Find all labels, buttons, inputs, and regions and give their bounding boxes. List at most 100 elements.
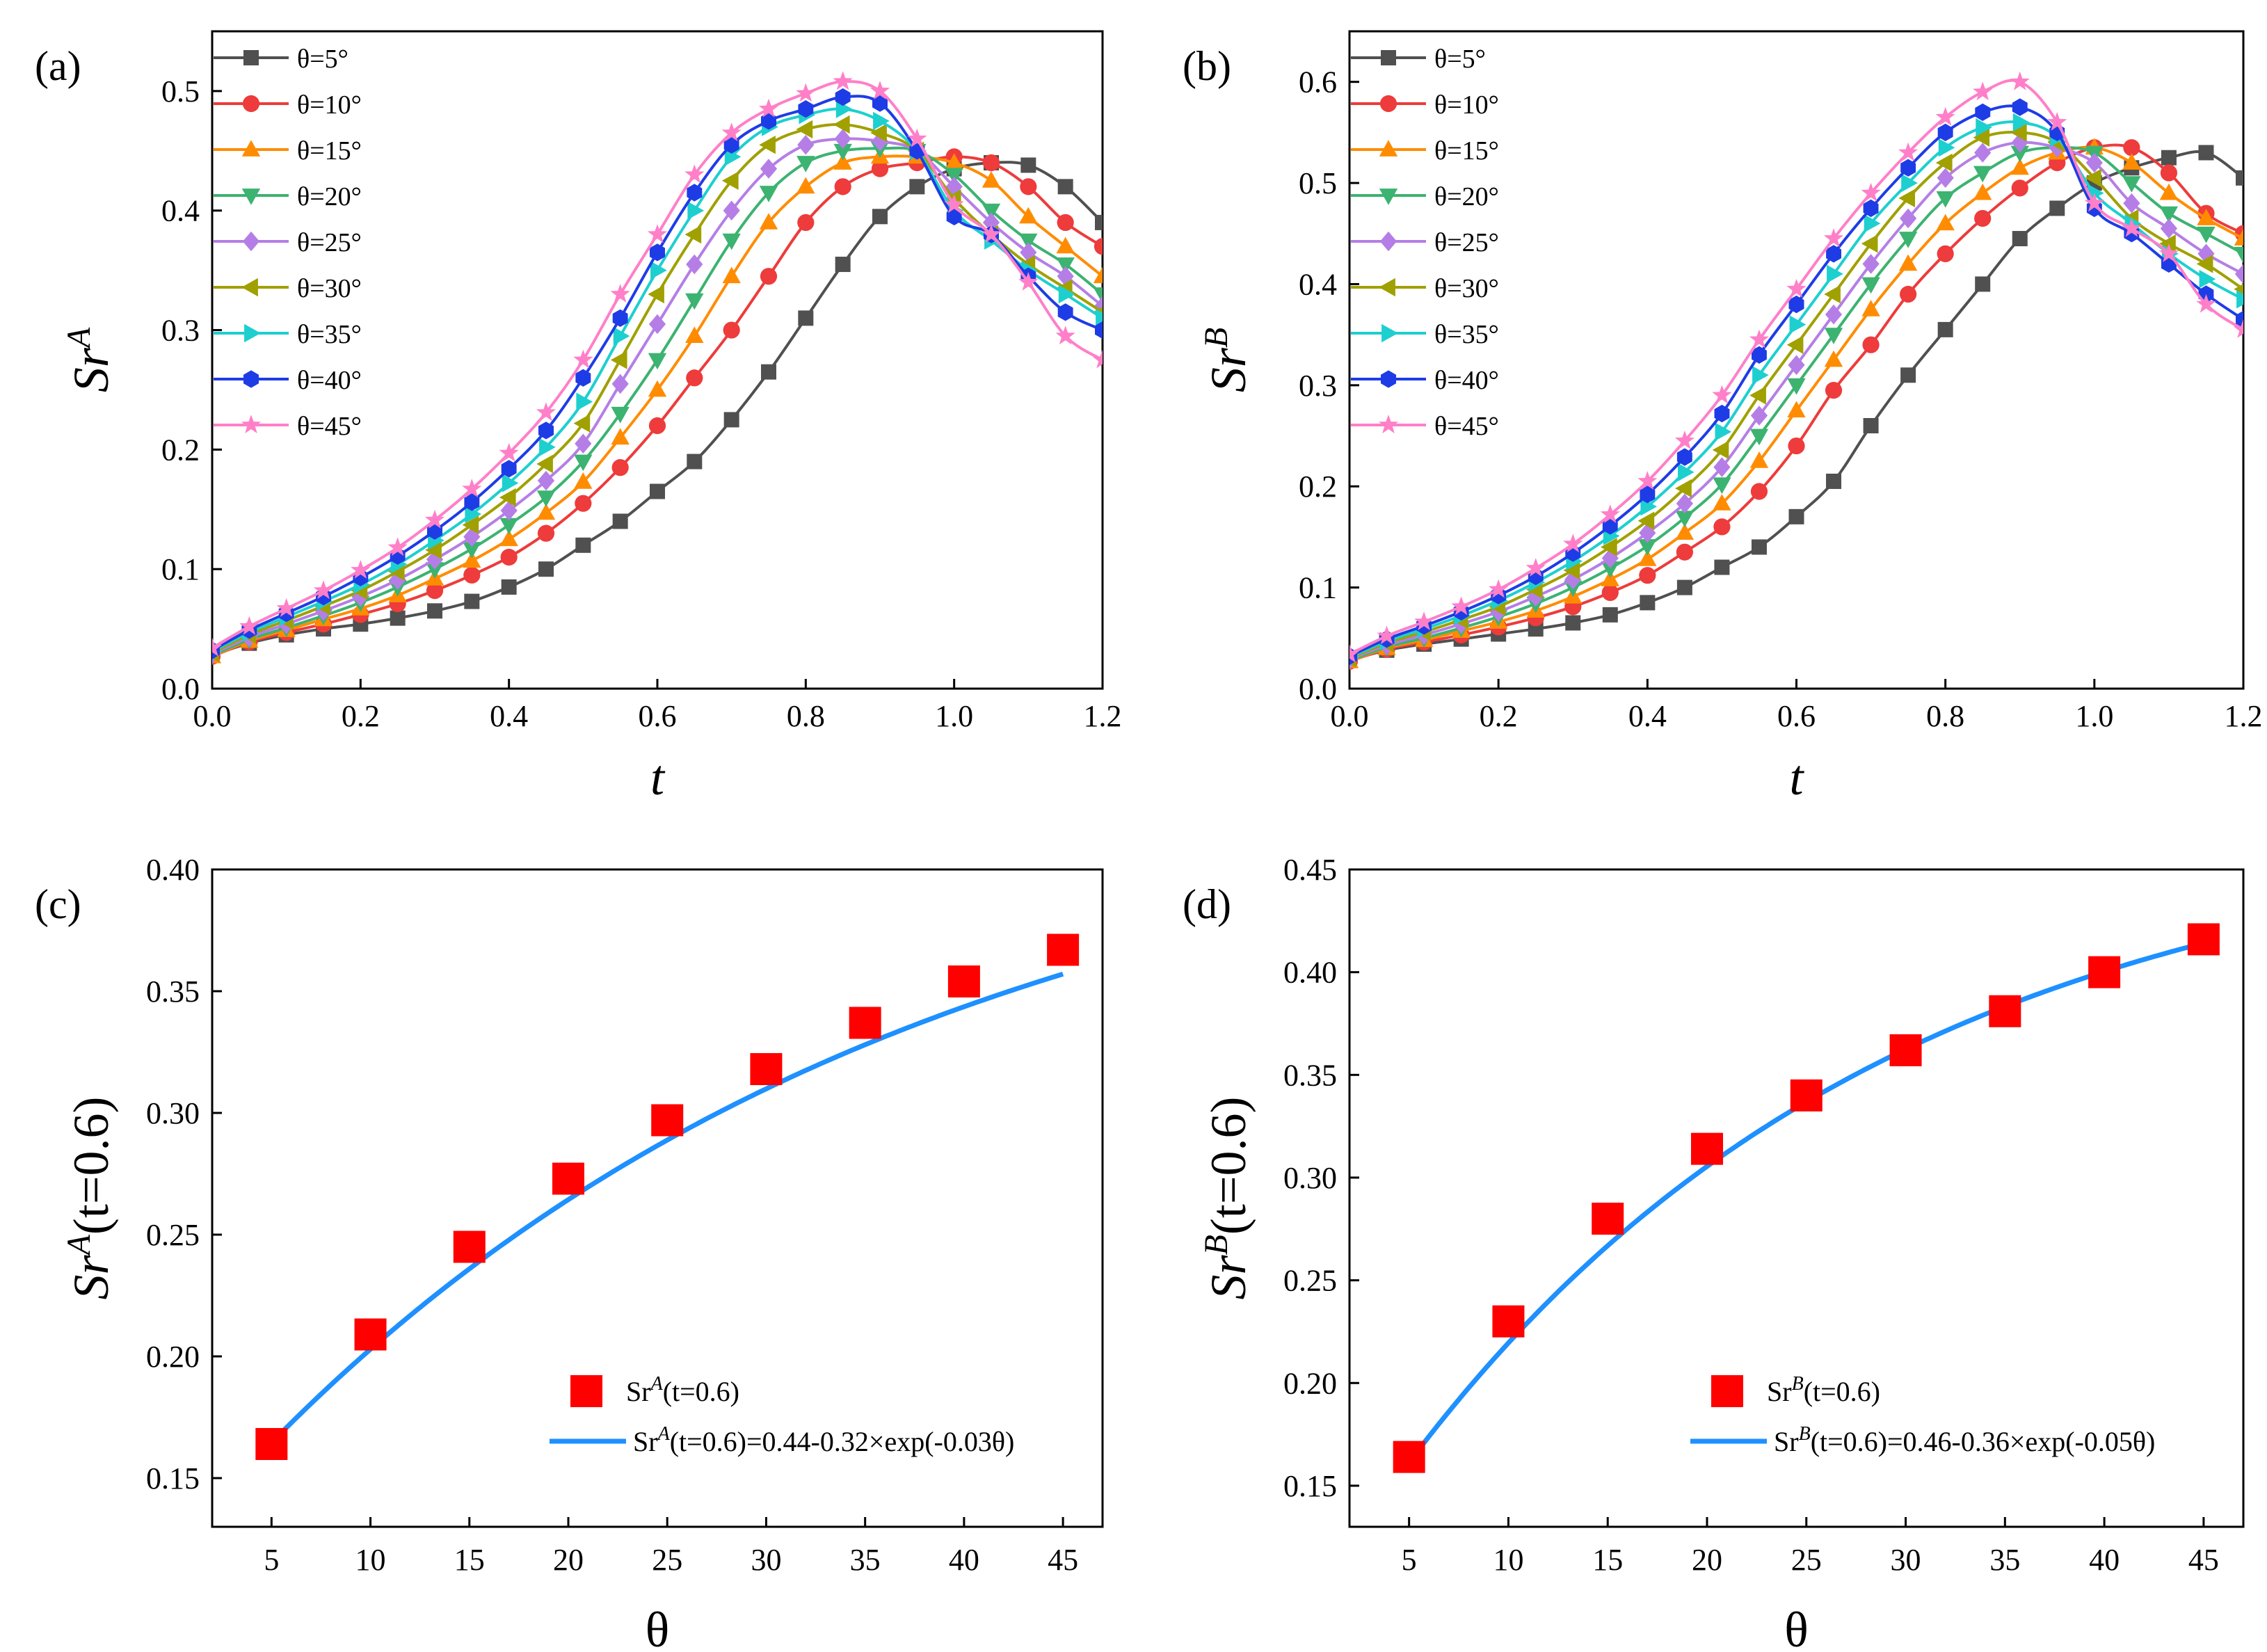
x-tick-label: 0.0 xyxy=(193,699,232,733)
x-tick-label: 10 xyxy=(1493,1543,1523,1577)
data-point xyxy=(1414,611,1434,631)
data-point xyxy=(2187,923,2220,956)
data-point xyxy=(427,603,442,619)
y-tick-label: 0.2 xyxy=(1299,470,1337,504)
data-point xyxy=(425,540,442,559)
data-point xyxy=(1900,159,1916,177)
data-point xyxy=(1861,300,1880,316)
data-point xyxy=(796,83,816,102)
data-point xyxy=(1714,559,1730,575)
data-point xyxy=(465,504,482,524)
data-point xyxy=(909,179,925,195)
y-tick-label: 0.35 xyxy=(146,975,200,1009)
data-point xyxy=(1976,118,1992,137)
data-point xyxy=(1752,346,1767,364)
x-tick-label: 0.4 xyxy=(1628,699,1667,733)
legend-label: θ=10° xyxy=(1434,90,1499,120)
legend-label: θ=25° xyxy=(1434,228,1499,257)
data-point xyxy=(798,100,814,118)
data-point xyxy=(1790,1079,1823,1112)
data-point xyxy=(1973,166,1992,183)
data-point xyxy=(462,515,479,534)
data-point xyxy=(354,1318,387,1351)
legend-marker xyxy=(1379,231,1397,252)
data-point xyxy=(833,71,853,90)
data-point xyxy=(1864,214,1881,233)
legend-marker xyxy=(241,140,261,157)
legend-marker xyxy=(1381,323,1398,343)
legend-label: θ=40° xyxy=(1434,366,1499,395)
data-point xyxy=(871,131,889,152)
data-point xyxy=(1786,278,1807,298)
data-point xyxy=(723,412,739,428)
data-point xyxy=(1937,168,1954,189)
legend: SrB(t=0.6) SrB(t=0.6)=0.46-0.36×exp(-0.05… xyxy=(1690,1373,2155,1457)
x-tick-label: 0.6 xyxy=(1777,699,1816,733)
legend-marker xyxy=(242,231,260,252)
data-point xyxy=(685,326,704,343)
data-point xyxy=(1889,1034,1922,1066)
data-point xyxy=(499,442,519,462)
panel-label: (b) xyxy=(1183,43,1231,89)
data-point xyxy=(870,123,887,143)
data-point xyxy=(536,454,553,474)
data-point xyxy=(1788,295,1804,314)
x-tick-label: 40 xyxy=(2089,1543,2120,1577)
y-tick-label: 0.3 xyxy=(1299,369,1337,403)
data-point xyxy=(1713,457,1731,477)
data-point xyxy=(945,168,963,184)
data-point xyxy=(1565,615,1581,631)
data-point xyxy=(2085,168,2101,187)
data-point xyxy=(833,153,852,170)
y-tick-label: 0.20 xyxy=(146,1340,200,1374)
data-point xyxy=(2197,209,2216,225)
data-point xyxy=(464,593,480,609)
data-point xyxy=(576,392,593,411)
legend-label: θ=40° xyxy=(297,366,362,395)
data-point xyxy=(1349,643,1360,663)
data-point xyxy=(255,1428,288,1460)
data-point xyxy=(611,428,630,445)
data-point xyxy=(1900,208,1917,229)
legend-marker xyxy=(1379,95,1397,113)
data-point xyxy=(2233,319,2243,338)
data-point xyxy=(1020,178,1037,195)
data-point xyxy=(536,490,556,507)
legend-label: θ=45° xyxy=(297,412,362,441)
data-point xyxy=(2158,243,2179,262)
data-point xyxy=(1974,209,1992,227)
data-point xyxy=(2236,310,2243,328)
data-point xyxy=(1823,228,1844,248)
legend-marker xyxy=(243,50,259,65)
data-point xyxy=(1898,142,1918,161)
data-point xyxy=(2234,284,2243,295)
data-point xyxy=(648,380,667,397)
data-point xyxy=(1691,1132,1723,1165)
data-point xyxy=(1674,431,1695,449)
data-point xyxy=(538,422,554,440)
data-point xyxy=(610,351,627,369)
data-point xyxy=(1377,625,1397,645)
data-point xyxy=(575,433,592,454)
y-tick-label: 0.40 xyxy=(1283,956,1337,990)
y-tick-label: 0.1 xyxy=(1299,571,1337,605)
data-point xyxy=(1824,328,1843,344)
data-point xyxy=(870,81,890,99)
data-point xyxy=(872,94,888,112)
data-point xyxy=(612,513,628,529)
data-point xyxy=(500,548,518,566)
data-point xyxy=(982,154,1000,172)
data-point xyxy=(686,254,703,275)
y-tick-label: 0.2 xyxy=(161,433,200,467)
data-point xyxy=(2159,183,2179,200)
plot-area xyxy=(1349,71,2243,670)
legend-marker xyxy=(241,278,258,297)
x-tick-label: 20 xyxy=(1692,1543,1722,1577)
data-point xyxy=(1898,189,1915,208)
data-point xyxy=(796,156,815,173)
y-tick-label: 0.4 xyxy=(161,194,200,228)
legend-label: SrA(t=0.6) xyxy=(626,1373,739,1407)
x-tick-label: 40 xyxy=(949,1543,979,1577)
y-axis-label: SrB(t=0.6) xyxy=(1198,1097,1256,1300)
data-point xyxy=(500,500,518,521)
